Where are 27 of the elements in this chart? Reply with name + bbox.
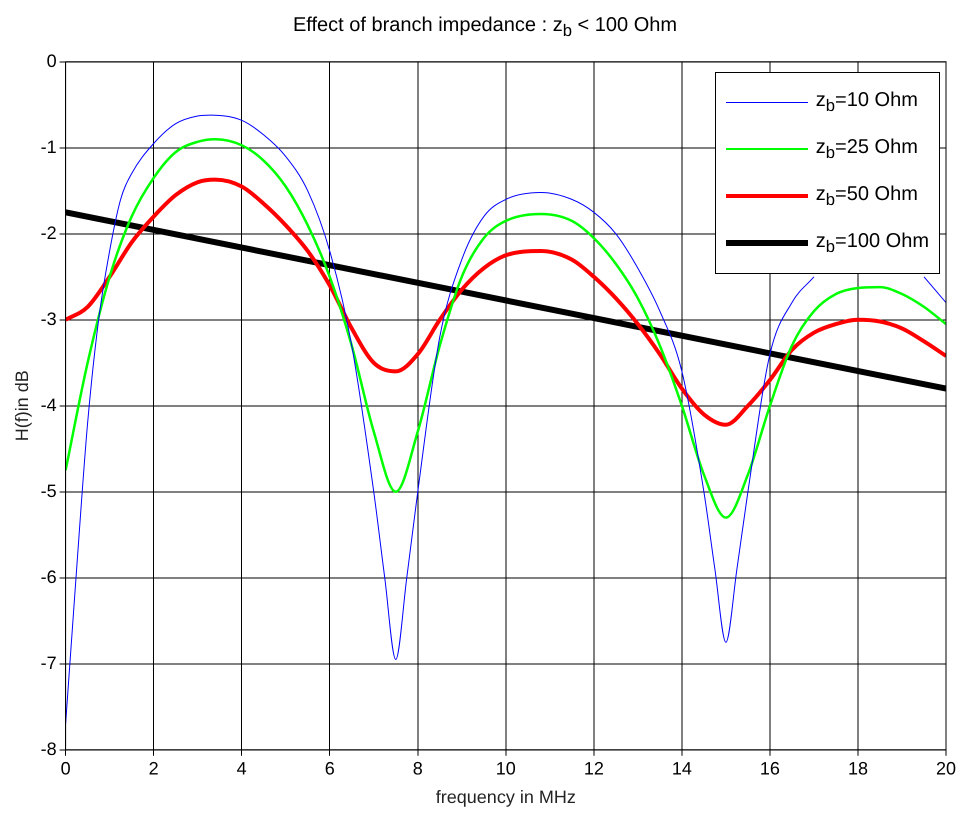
- x-axis-title: frequency in MHz: [436, 787, 576, 808]
- legend-label: z$_{b}$=100 Ohm: [816, 230, 929, 257]
- x-tick-label: 4: [236, 758, 247, 779]
- y-tick-label: -3: [40, 308, 57, 329]
- x-tick-label: 18: [848, 758, 868, 779]
- y-tick-label: -4: [40, 394, 57, 415]
- x-tick-label: 0: [60, 758, 71, 779]
- x-tick-label: 16: [760, 758, 780, 779]
- x-tick-label: 10: [496, 758, 516, 779]
- chart-title: Effect of branch impedance : z$_{b}$ < 100 Ohm: [292, 13, 678, 42]
- x-tick-label: 12: [584, 758, 604, 779]
- y-axis-title: H(f)in dB: [12, 370, 32, 442]
- y-tick-label: -6: [40, 566, 57, 587]
- y-tick-label: -2: [40, 222, 57, 243]
- y-tick-label: 0: [46, 50, 57, 71]
- y-tick-label: -7: [40, 652, 57, 673]
- legend-label: z$_{b}$=25 Ohm: [816, 136, 918, 163]
- x-tick-label: 20: [936, 758, 956, 779]
- x-tick-label: 14: [672, 758, 692, 779]
- y-tick-label: -8: [40, 738, 57, 759]
- legend-label: z$_{b}$=10 Ohm: [816, 88, 918, 116]
- x-tick-label: 6: [324, 758, 335, 779]
- legend-label: z$_{b}$=50 Ohm: [816, 182, 918, 210]
- y-tick-label: -5: [40, 480, 57, 501]
- x-tick-label: 2: [148, 758, 159, 779]
- x-tick-label: 8: [412, 758, 423, 779]
- y-tick-label: -1: [40, 136, 57, 157]
